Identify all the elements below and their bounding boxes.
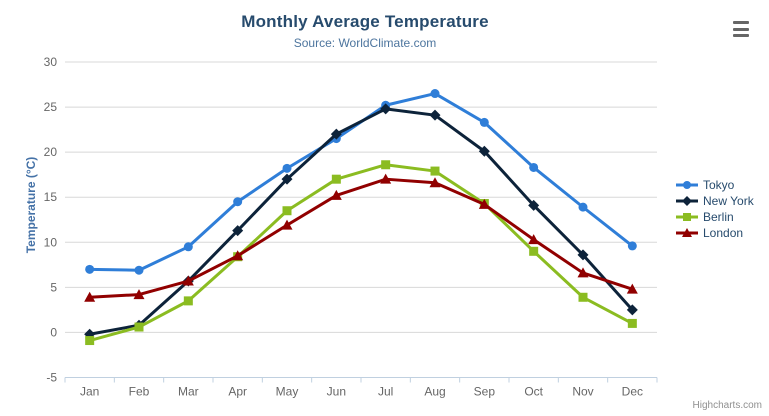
legend-symbol[interactable] <box>683 181 691 189</box>
legend-symbol[interactable] <box>683 213 691 221</box>
data-point-new-york[interactable] <box>626 304 638 316</box>
chart-subtitle: Source: WorldClimate.com <box>293 36 437 50</box>
data-point-london[interactable] <box>330 189 342 200</box>
data-point-tokyo[interactable] <box>479 117 489 127</box>
y-tick-label: -5 <box>46 371 57 385</box>
data-point-london[interactable] <box>182 275 194 286</box>
legend-marker-diamond-icon <box>676 196 698 206</box>
x-tick-label: Feb <box>129 385 150 399</box>
data-point-tokyo[interactable] <box>578 202 588 212</box>
x-tick-label: May <box>276 385 299 399</box>
series-line-london[interactable] <box>88 177 634 299</box>
data-point-berlin[interactable] <box>134 322 144 332</box>
data-point-london[interactable] <box>577 267 589 278</box>
data-point-tokyo[interactable] <box>282 163 292 173</box>
data-point-london[interactable] <box>281 219 293 230</box>
legend-label: Berlin <box>703 210 734 224</box>
hamburger-icon <box>733 34 749 37</box>
data-point-new-york[interactable] <box>577 249 589 261</box>
data-point-tokyo[interactable] <box>430 89 440 99</box>
legend-symbol[interactable] <box>682 228 692 237</box>
y-tick-label: 10 <box>44 235 58 249</box>
data-point-berlin[interactable] <box>282 206 292 216</box>
y-tick-label: 25 <box>44 100 58 114</box>
legend-item-tokyo[interactable]: Tokyo <box>676 177 754 193</box>
data-point-london[interactable] <box>232 250 244 261</box>
y-tick-label: 5 <box>50 280 57 294</box>
data-point-new-york[interactable] <box>232 225 244 237</box>
hamburger-icon <box>733 27 749 31</box>
legend-marker-circle-icon <box>676 181 698 189</box>
x-tick-label: Aug <box>424 385 445 399</box>
data-point-london[interactable] <box>380 173 392 184</box>
data-point-berlin[interactable] <box>85 336 95 346</box>
chart-title: Monthly Average Temperature <box>241 12 489 31</box>
data-point-berlin[interactable] <box>578 292 588 302</box>
y-tick-label: 15 <box>44 190 58 204</box>
series-line-new-york[interactable] <box>88 107 634 336</box>
data-point-new-york[interactable] <box>528 199 540 211</box>
legend-label: Tokyo <box>703 178 735 192</box>
export-menu-button[interactable] <box>730 19 752 39</box>
data-point-berlin[interactable] <box>430 166 440 176</box>
y-tick-label: 30 <box>44 55 58 69</box>
data-point-new-york[interactable] <box>330 128 342 140</box>
x-tick-label: Jun <box>327 385 346 399</box>
x-tick-label: Nov <box>572 385 593 399</box>
data-point-new-york[interactable] <box>478 145 490 157</box>
data-point-new-york[interactable] <box>281 173 293 185</box>
data-point-tokyo[interactable] <box>183 242 193 252</box>
data-point-london[interactable] <box>528 234 540 245</box>
data-point-tokyo[interactable] <box>627 241 637 251</box>
data-point-new-york[interactable] <box>429 109 441 121</box>
data-point-london[interactable] <box>84 291 96 302</box>
data-point-london[interactable] <box>429 177 441 188</box>
hamburger-icon <box>733 21 749 24</box>
data-point-new-york[interactable] <box>380 103 392 115</box>
legend-marker-square-icon <box>676 213 698 221</box>
x-tick-label: Jan <box>80 385 99 399</box>
data-point-berlin[interactable] <box>183 296 193 306</box>
y-tick-label: 20 <box>44 145 58 159</box>
legend: Tokyo New York Berlin London <box>676 177 754 241</box>
data-point-berlin[interactable] <box>381 160 391 170</box>
data-point-berlin[interactable] <box>627 318 637 328</box>
legend-item-london[interactable]: London <box>676 225 754 241</box>
credits-link[interactable]: Highcharts.com <box>692 400 762 411</box>
legend-item-berlin[interactable]: Berlin <box>676 209 754 225</box>
legend-marker-triangle-up-icon <box>676 228 698 237</box>
data-point-berlin[interactable] <box>529 246 539 256</box>
data-point-tokyo[interactable] <box>134 265 144 275</box>
data-point-berlin[interactable] <box>331 174 341 184</box>
y-tick-label: 0 <box>50 325 57 339</box>
legend-symbol[interactable] <box>682 196 692 206</box>
legend-label: New York <box>703 194 754 208</box>
data-point-london[interactable] <box>626 283 638 294</box>
data-point-london[interactable] <box>478 198 490 209</box>
series-line-berlin[interactable] <box>88 163 634 343</box>
x-tick-label: Mar <box>178 385 199 399</box>
x-tick-label: Dec <box>622 385 643 399</box>
data-point-tokyo[interactable] <box>233 197 243 207</box>
x-tick-label: Apr <box>228 385 247 399</box>
x-tick-label: Jul <box>378 385 393 399</box>
data-point-tokyo[interactable] <box>85 264 95 274</box>
data-point-tokyo[interactable] <box>529 162 539 172</box>
x-tick-label: Oct <box>524 385 543 399</box>
data-point-london[interactable] <box>133 289 145 300</box>
legend-label: London <box>703 226 744 240</box>
x-tick-label: Sep <box>474 385 496 399</box>
legend-item-new-york[interactable]: New York <box>676 193 754 209</box>
